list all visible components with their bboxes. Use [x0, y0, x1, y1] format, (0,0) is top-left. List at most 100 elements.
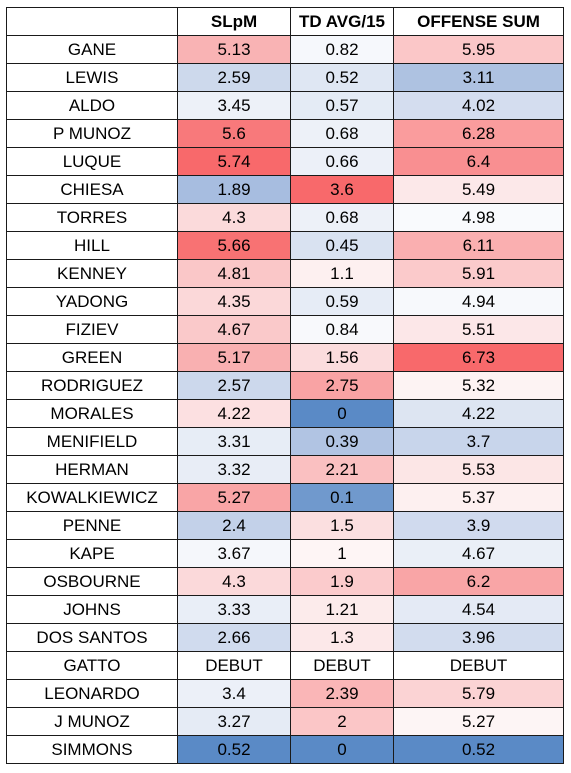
td-avg-cell: DEBUT	[290, 651, 394, 680]
table-body: GANE 5.13 0.82 5.95 LEWIS 2.59 0.52 3.11 ALDO 3.4…	[6, 35, 564, 764]
offense-sum-cell: 3.7	[393, 427, 564, 456]
table-row: OSBOURNE 4.3 1.9 6.2	[6, 567, 564, 596]
offense-sum-cell: 4.54	[393, 595, 564, 624]
slpm-cell: 4.22	[177, 399, 291, 428]
slpm-cell: 2.57	[177, 371, 291, 400]
td-avg-cell: 1.3	[290, 623, 394, 652]
offense-sum-cell: 5.49	[393, 175, 564, 204]
offense-sum-cell: 4.67	[393, 539, 564, 568]
offense-sum-cell: 6.4	[393, 147, 564, 176]
fighter-stats-table: SLpM TD AVG/15 OFFENSE SUM GANE 5.13 0.82 5…	[6, 7, 564, 764]
table-row: GANE 5.13 0.82 5.95	[6, 35, 564, 64]
offense-sum-cell: 3.96	[393, 623, 564, 652]
table-row: TORRES 4.3 0.68 4.98	[6, 203, 564, 232]
slpm-cell: 1.89	[177, 175, 291, 204]
fighter-name-cell: SIMMONS	[6, 735, 178, 764]
slpm-cell: 4.3	[177, 203, 291, 232]
stats-table-container: SLpM TD AVG/15 OFFENSE SUM GANE 5.13 0.82 5…	[6, 7, 564, 764]
td-avg-cell: 1.21	[290, 595, 394, 624]
fighter-name-cell: GREEN	[6, 343, 178, 372]
slpm-cell: 4.81	[177, 259, 291, 288]
fighter-name-cell: TORRES	[6, 203, 178, 232]
table-row: LUQUE 5.74 0.66 6.4	[6, 147, 564, 176]
td-avg-cell: 1.5	[290, 511, 394, 540]
offense-sum-cell: 6.28	[393, 119, 564, 148]
fighter-name-cell: GATTO	[6, 651, 178, 680]
table-row: GATTO DEBUT DEBUT DEBUT	[6, 651, 564, 680]
slpm-cell: 4.67	[177, 315, 291, 344]
fighter-name-cell: MENIFIELD	[6, 427, 178, 456]
offense-sum-cell: 5.32	[393, 371, 564, 400]
slpm-cell: 5.13	[177, 35, 291, 64]
td-avg-cell: 0	[290, 735, 394, 764]
offense-sum-cell: 5.53	[393, 455, 564, 484]
slpm-cell: 2.4	[177, 511, 291, 540]
fighter-name-cell: CHIESA	[6, 175, 178, 204]
table-row: KENNEY 4.81 1.1 5.91	[6, 259, 564, 288]
slpm-cell: 3.4	[177, 679, 291, 708]
fighter-name-cell: DOS SANTOS	[6, 623, 178, 652]
offense-sum-cell: 6.2	[393, 567, 564, 596]
table-row: SIMMONS 0.52 0 0.52	[6, 735, 564, 764]
table-row: HERMAN 3.32 2.21 5.53	[6, 455, 564, 484]
td-avg-cell: 0.45	[290, 231, 394, 260]
table-row: KOWALKIEWICZ 5.27 0.1 5.37	[6, 483, 564, 512]
slpm-cell: 4.35	[177, 287, 291, 316]
offense-sum-cell: 5.27	[393, 707, 564, 736]
offense-sum-cell: 6.73	[393, 343, 564, 372]
td-avg-cell: 2	[290, 707, 394, 736]
td-avg-cell: 1.9	[290, 567, 394, 596]
fighter-name-cell: PENNE	[6, 511, 178, 540]
slpm-cell: 3.45	[177, 91, 291, 120]
table-row: FIZIEV 4.67 0.84 5.51	[6, 315, 564, 344]
table-row: LEWIS 2.59 0.52 3.11	[6, 63, 564, 92]
td-avg-cell: 0.59	[290, 287, 394, 316]
fighter-name-cell: J MUNOZ	[6, 707, 178, 736]
table-row: KAPE 3.67 1 4.67	[6, 539, 564, 568]
fighter-name-cell: LUQUE	[6, 147, 178, 176]
header-slpm: SLpM	[177, 7, 291, 36]
fighter-name-cell: JOHNS	[6, 595, 178, 624]
header-row: SLpM TD AVG/15 OFFENSE SUM	[6, 7, 564, 36]
table-row: P MUNOZ 5.6 0.68 6.28	[6, 119, 564, 148]
fighter-name-cell: GANE	[6, 35, 178, 64]
offense-sum-cell: 4.22	[393, 399, 564, 428]
table-row: J MUNOZ 3.27 2 5.27	[6, 707, 564, 736]
td-avg-cell: 1.1	[290, 259, 394, 288]
offense-sum-cell: 3.11	[393, 63, 564, 92]
fighter-name-cell: KAPE	[6, 539, 178, 568]
slpm-cell: DEBUT	[177, 651, 291, 680]
slpm-cell: 5.27	[177, 483, 291, 512]
td-avg-cell: 0.68	[290, 203, 394, 232]
td-avg-cell: 2.21	[290, 455, 394, 484]
offense-sum-cell: DEBUT	[393, 651, 564, 680]
slpm-cell: 5.74	[177, 147, 291, 176]
td-avg-cell: 0	[290, 399, 394, 428]
slpm-cell: 3.32	[177, 455, 291, 484]
td-avg-cell: 0.39	[290, 427, 394, 456]
td-avg-cell: 0.68	[290, 119, 394, 148]
fighter-name-cell: HERMAN	[6, 455, 178, 484]
table-row: PENNE 2.4 1.5 3.9	[6, 511, 564, 540]
fighter-name-cell: KOWALKIEWICZ	[6, 483, 178, 512]
slpm-cell: 5.66	[177, 231, 291, 260]
table-row: LEONARDO 3.4 2.39 5.79	[6, 679, 564, 708]
td-avg-cell: 0.66	[290, 147, 394, 176]
table-row: HILL 5.66 0.45 6.11	[6, 231, 564, 260]
table-row: DOS SANTOS 2.66 1.3 3.96	[6, 623, 564, 652]
offense-sum-cell: 4.98	[393, 203, 564, 232]
header-td-avg: TD AVG/15	[290, 7, 394, 36]
fighter-name-cell: ALDO	[6, 91, 178, 120]
td-avg-cell: 0.84	[290, 315, 394, 344]
table-row: YADONG 4.35 0.59 4.94	[6, 287, 564, 316]
table-row: CHIESA 1.89 3.6 5.49	[6, 175, 564, 204]
fighter-name-cell: LEONARDO	[6, 679, 178, 708]
td-avg-cell: 0.57	[290, 91, 394, 120]
slpm-cell: 5.17	[177, 343, 291, 372]
fighter-name-cell: OSBOURNE	[6, 567, 178, 596]
header-blank-cell	[6, 7, 178, 36]
td-avg-cell: 1.56	[290, 343, 394, 372]
slpm-cell: 0.52	[177, 735, 291, 764]
slpm-cell: 3.33	[177, 595, 291, 624]
fighter-name-cell: YADONG	[6, 287, 178, 316]
